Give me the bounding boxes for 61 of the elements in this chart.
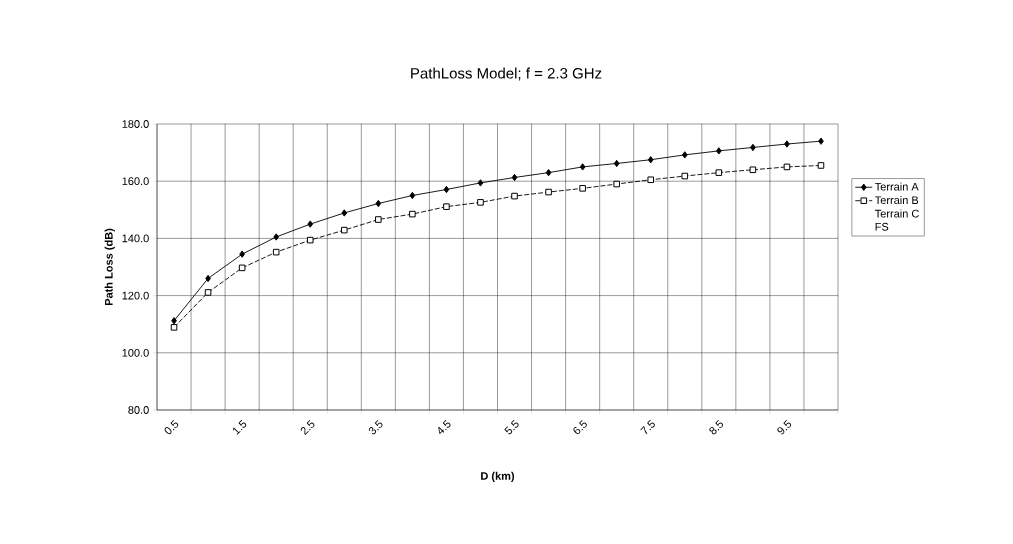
point [749, 166, 757, 174]
point [170, 324, 178, 331]
text: FS [875, 222, 889, 231]
point [817, 162, 825, 169]
y-tick-label: 160.0 [122, 177, 149, 186]
point [579, 163, 586, 171]
point [647, 156, 654, 164]
point [681, 172, 689, 180]
point [409, 191, 416, 200]
y-tick-label: 140.0 [122, 234, 149, 243]
x-tick-label: 1.5 [232, 419, 247, 435]
point [545, 168, 552, 177]
point [545, 188, 552, 196]
point [341, 209, 348, 217]
point [784, 140, 790, 148]
point [307, 220, 314, 228]
point [340, 226, 348, 234]
legend-label: Terrain A [874, 182, 919, 191]
point [715, 147, 722, 155]
x-tick-label: 6.5 [573, 419, 587, 435]
x-tick-label: 2.5 [300, 419, 315, 436]
x-tick-label: 8.5 [709, 419, 724, 435]
chart-title: PathLoss Model; f = 2.3 GHz [411, 67, 602, 81]
x-tick-label: 4.5 [438, 419, 451, 434]
point [238, 264, 246, 272]
point [783, 163, 791, 171]
text: Terrain C [874, 209, 919, 218]
x-tick-label: 5.5 [504, 419, 519, 435]
point [511, 173, 518, 182]
point [239, 250, 245, 258]
point [579, 185, 586, 192]
y-tick-label: 120.0 [122, 291, 149, 300]
point [375, 199, 382, 208]
point [647, 176, 655, 184]
point [204, 289, 212, 296]
point [715, 169, 723, 176]
point [272, 248, 280, 256]
point [443, 185, 450, 194]
point [818, 137, 824, 145]
point [443, 203, 450, 210]
y-axis-title: Path Loss (dB) [104, 228, 115, 306]
point [409, 210, 416, 218]
point [613, 159, 620, 168]
y-tick-label: 180.0 [122, 120, 149, 128]
point [681, 151, 688, 159]
x-tick-label: 9.5 [777, 419, 792, 435]
y-tick-label: 80.0 [128, 406, 149, 414]
x-tick-label: 3.5 [368, 419, 383, 435]
point [477, 179, 484, 187]
x-tick-label: 7.5 [640, 419, 655, 435]
point [273, 233, 280, 241]
point [511, 192, 518, 200]
x-axis-title: D (km) [481, 471, 515, 483]
point [477, 199, 484, 206]
point [375, 216, 382, 223]
point [613, 180, 620, 188]
point [306, 236, 314, 244]
legend-label: Terrain B [874, 195, 919, 205]
y-tick-label: 100.0 [122, 348, 149, 357]
x-tick-label: 0.5 [164, 419, 179, 435]
point [171, 317, 177, 325]
